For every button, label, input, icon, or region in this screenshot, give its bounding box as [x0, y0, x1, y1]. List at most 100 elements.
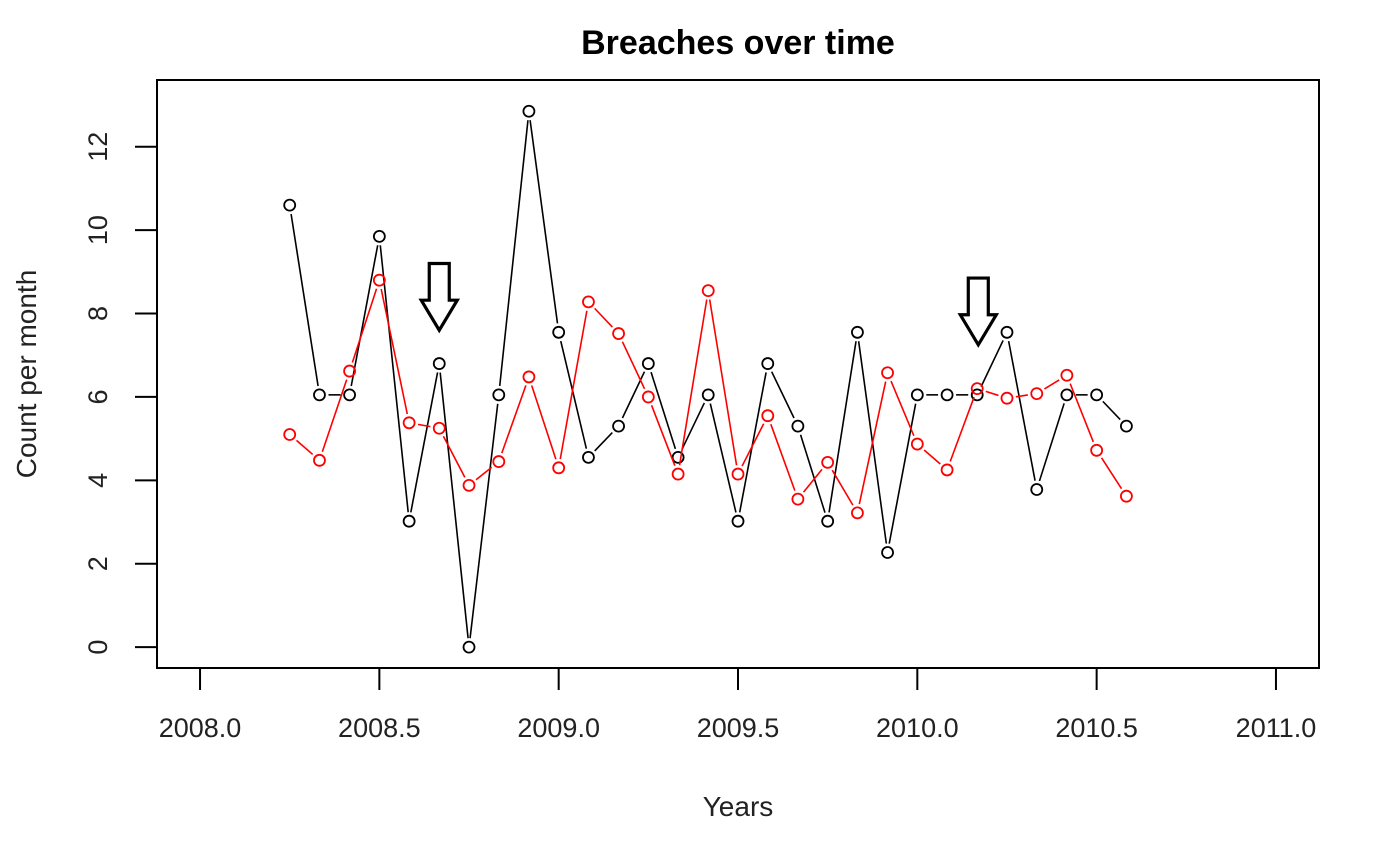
series-1-point	[582, 451, 595, 464]
chart-title: Breaches over time	[581, 24, 895, 62]
series-1-point	[881, 546, 894, 559]
series-2-segment	[594, 307, 613, 328]
series-1-segment	[594, 432, 613, 452]
series-2-segment	[475, 466, 493, 481]
series-2-point	[1030, 387, 1044, 401]
series-1-segment	[439, 372, 469, 639]
series-2-segment	[559, 310, 588, 460]
series-2-segment	[442, 435, 466, 478]
series-2	[283, 273, 1133, 520]
series-1-point	[612, 419, 625, 433]
series-2-segment	[708, 299, 738, 466]
series-1-point	[701, 388, 715, 402]
series-2-point	[970, 382, 984, 395]
series-2-segment	[923, 449, 941, 465]
series-1-point	[671, 451, 685, 464]
series-1-point	[492, 388, 506, 402]
series-1-segment	[469, 403, 499, 639]
series-2-point	[492, 455, 506, 468]
series-2-segment	[501, 385, 527, 454]
series-2-segment	[380, 288, 409, 415]
y-tick-label: 0	[83, 640, 113, 655]
series-2-segment	[1015, 394, 1028, 398]
series-2-point	[522, 370, 536, 384]
series-1-segment	[559, 340, 588, 449]
series-1-segment	[799, 434, 826, 513]
x-tick-label: 2009.0	[517, 713, 600, 743]
series-1-point	[343, 388, 356, 402]
down-arrow-icon	[418, 261, 461, 334]
x-tick-label: 2008.5	[338, 713, 421, 743]
series-1-point	[1030, 483, 1044, 496]
series-2-point	[283, 428, 297, 441]
series-2-point	[343, 364, 356, 378]
series-1-segment	[1102, 400, 1121, 421]
y-axis-label: Count per month	[11, 270, 42, 479]
series-2-segment	[1100, 457, 1123, 490]
series-2-point	[1060, 368, 1074, 382]
series-1-point	[283, 198, 297, 212]
x-tick-label: 2009.5	[697, 713, 780, 743]
series-1-point	[1000, 325, 1014, 339]
series-2-segment	[890, 380, 915, 437]
series-2-point	[462, 478, 476, 492]
y-tick-label: 2	[83, 556, 113, 571]
series-2-point	[791, 492, 805, 506]
series-1-point	[372, 229, 386, 243]
series-1-point	[970, 388, 984, 402]
series-1-segment	[709, 403, 737, 513]
series-1-segment	[410, 372, 439, 513]
series-1-segment	[770, 371, 795, 419]
series-1-point	[791, 419, 805, 433]
series-1-point	[910, 388, 924, 402]
series-2-point	[313, 453, 326, 467]
series-2-segment	[1044, 379, 1060, 390]
series-2-point	[701, 284, 715, 297]
plot-frame	[156, 79, 1320, 669]
y-axis: 0 2 4 6 8 10 12	[83, 132, 158, 655]
x-tick-label: 2010.0	[876, 713, 959, 743]
series-2-segment	[650, 405, 676, 466]
series-2-segment	[417, 423, 431, 428]
x-axis: 2008.0 2008.5 2009.0 2009.5 2010.0 2010.5 2011…	[159, 667, 1317, 743]
annotations	[418, 261, 1000, 348]
series-1-segment	[650, 371, 677, 450]
data-series	[283, 104, 1133, 654]
series-2-segment	[678, 299, 708, 466]
down-arrow-icon	[957, 276, 1000, 348]
series-1-segment	[621, 371, 646, 419]
series-2-point	[881, 366, 894, 380]
series-2-point	[612, 327, 625, 340]
x-tick-label: 2011.0	[1236, 713, 1317, 743]
series-1-segment	[980, 340, 1004, 388]
series-2-segment	[949, 396, 975, 462]
series-2-segment	[621, 341, 646, 390]
series-1-point	[1090, 388, 1104, 402]
y-tick-label: 6	[83, 389, 113, 404]
y-tick-label: 8	[83, 306, 113, 321]
series-2-point	[1090, 443, 1104, 457]
y-tick-label: 4	[83, 473, 113, 488]
series-1-point	[821, 514, 835, 528]
series-1-point	[552, 325, 566, 339]
series-1-point	[851, 325, 864, 339]
y-tick-label: 10	[83, 215, 113, 245]
series-2-point	[552, 461, 566, 475]
series-1-segment	[681, 402, 706, 450]
series-1-point	[940, 388, 954, 402]
series-2-point	[940, 463, 954, 477]
series-2-point	[582, 295, 595, 309]
series-2-point	[1120, 489, 1133, 503]
series-2-point	[432, 421, 446, 435]
series-2-segment	[295, 439, 314, 456]
series-2-segment	[858, 381, 887, 505]
series-1-segment	[529, 120, 559, 324]
series-1-point	[432, 357, 446, 370]
series-1-segment	[498, 120, 529, 386]
x-tick-label: 2010.5	[1055, 713, 1138, 743]
series-1-segment	[290, 213, 319, 387]
series-2-segment	[321, 379, 348, 453]
series-2-segment	[351, 288, 378, 363]
series-2-segment	[741, 423, 765, 467]
